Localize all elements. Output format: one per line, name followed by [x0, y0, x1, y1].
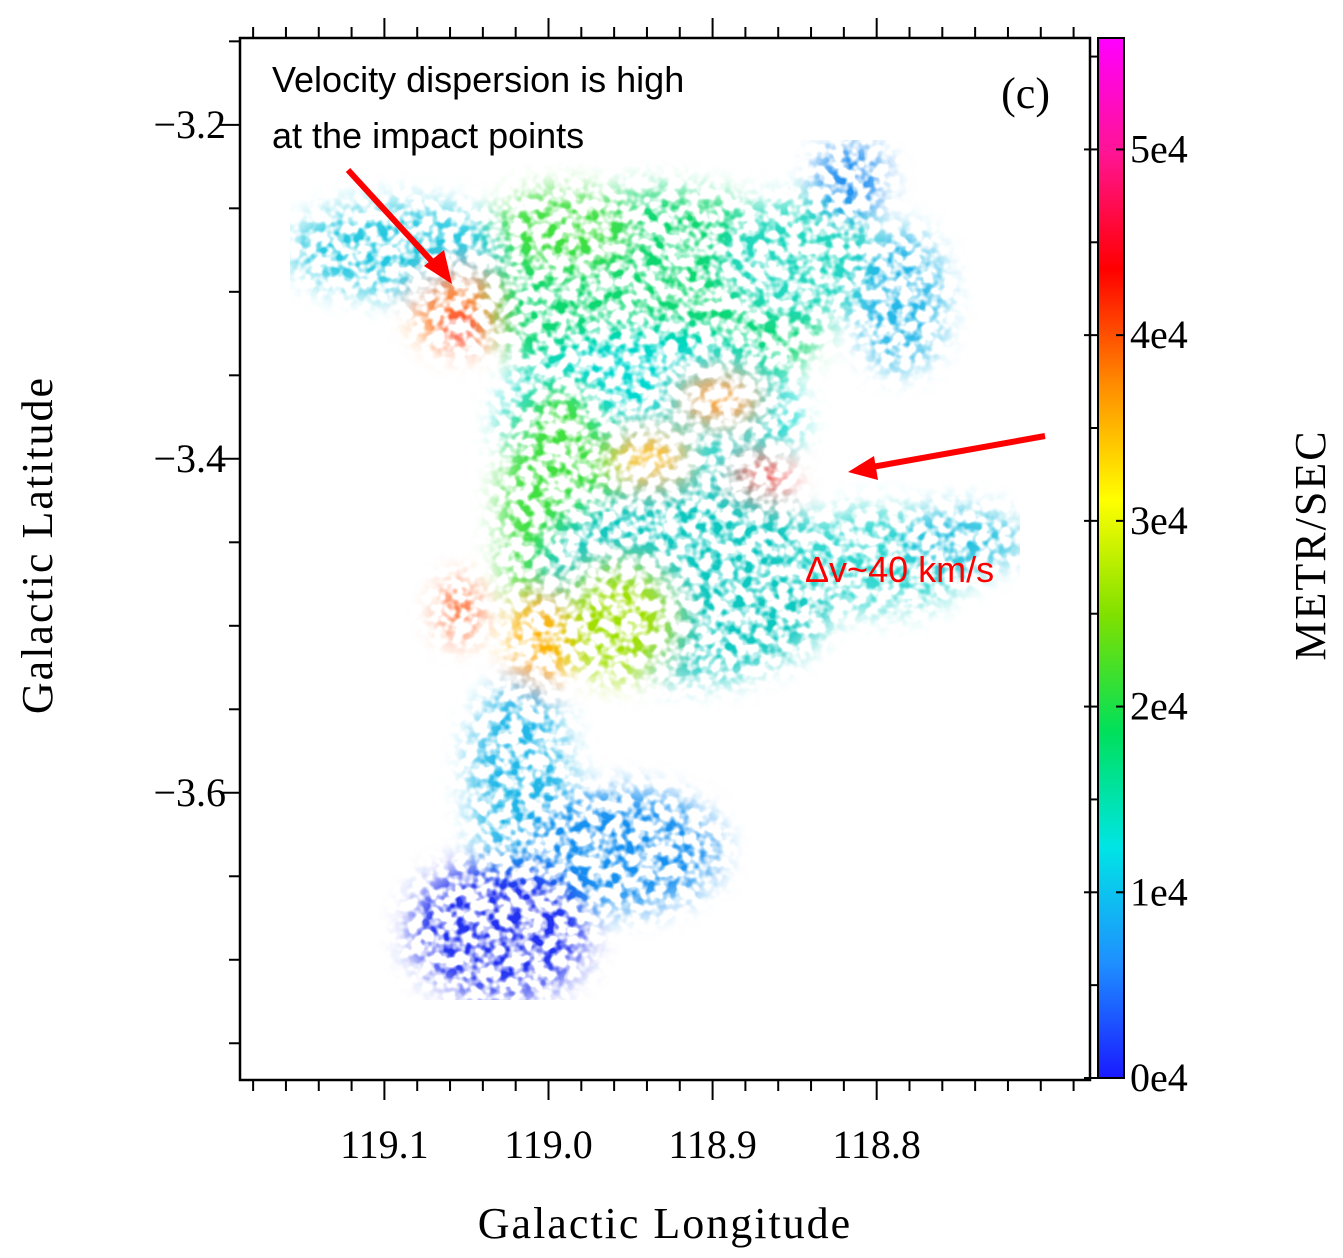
x-tick-label: 118.8	[832, 1122, 921, 1167]
y-axis-label: Galactic Latitude	[13, 376, 62, 714]
y-tick-label: −3.6	[153, 770, 226, 815]
colorbar-tick-label: 0e4	[1130, 1055, 1188, 1100]
y-tick-label: −3.4	[153, 436, 226, 481]
x-tick-label: 119.1	[340, 1122, 429, 1167]
arrow	[848, 433, 1046, 480]
panel-label: (c)	[1001, 69, 1050, 118]
y-tick-label: −3.2	[153, 102, 226, 147]
colorbar-tick-label: 2e4	[1130, 684, 1188, 729]
map-image	[290, 140, 1020, 1000]
x-tick-label: 118.9	[668, 1122, 757, 1167]
colorbar-tick-label: 3e4	[1130, 498, 1188, 543]
colorbar-tick-label: 4e4	[1130, 312, 1188, 357]
colorbar-tick-label: 5e4	[1130, 126, 1188, 171]
colorbar-label: METR/SEC	[1286, 429, 1335, 660]
annotation: at the impact points	[272, 115, 584, 156]
annotation: Δv~40 km/s	[805, 549, 994, 590]
x-tick-label: 119.0	[504, 1122, 593, 1167]
x-axis-label: Galactic Longitude	[478, 1199, 852, 1248]
arrow	[345, 167, 452, 284]
colorbar	[1097, 37, 1125, 1079]
annotation: Velocity dispersion is high	[272, 59, 684, 100]
plot-frame	[238, 36, 1092, 1082]
colorbar-tick-label: 1e4	[1130, 869, 1188, 914]
